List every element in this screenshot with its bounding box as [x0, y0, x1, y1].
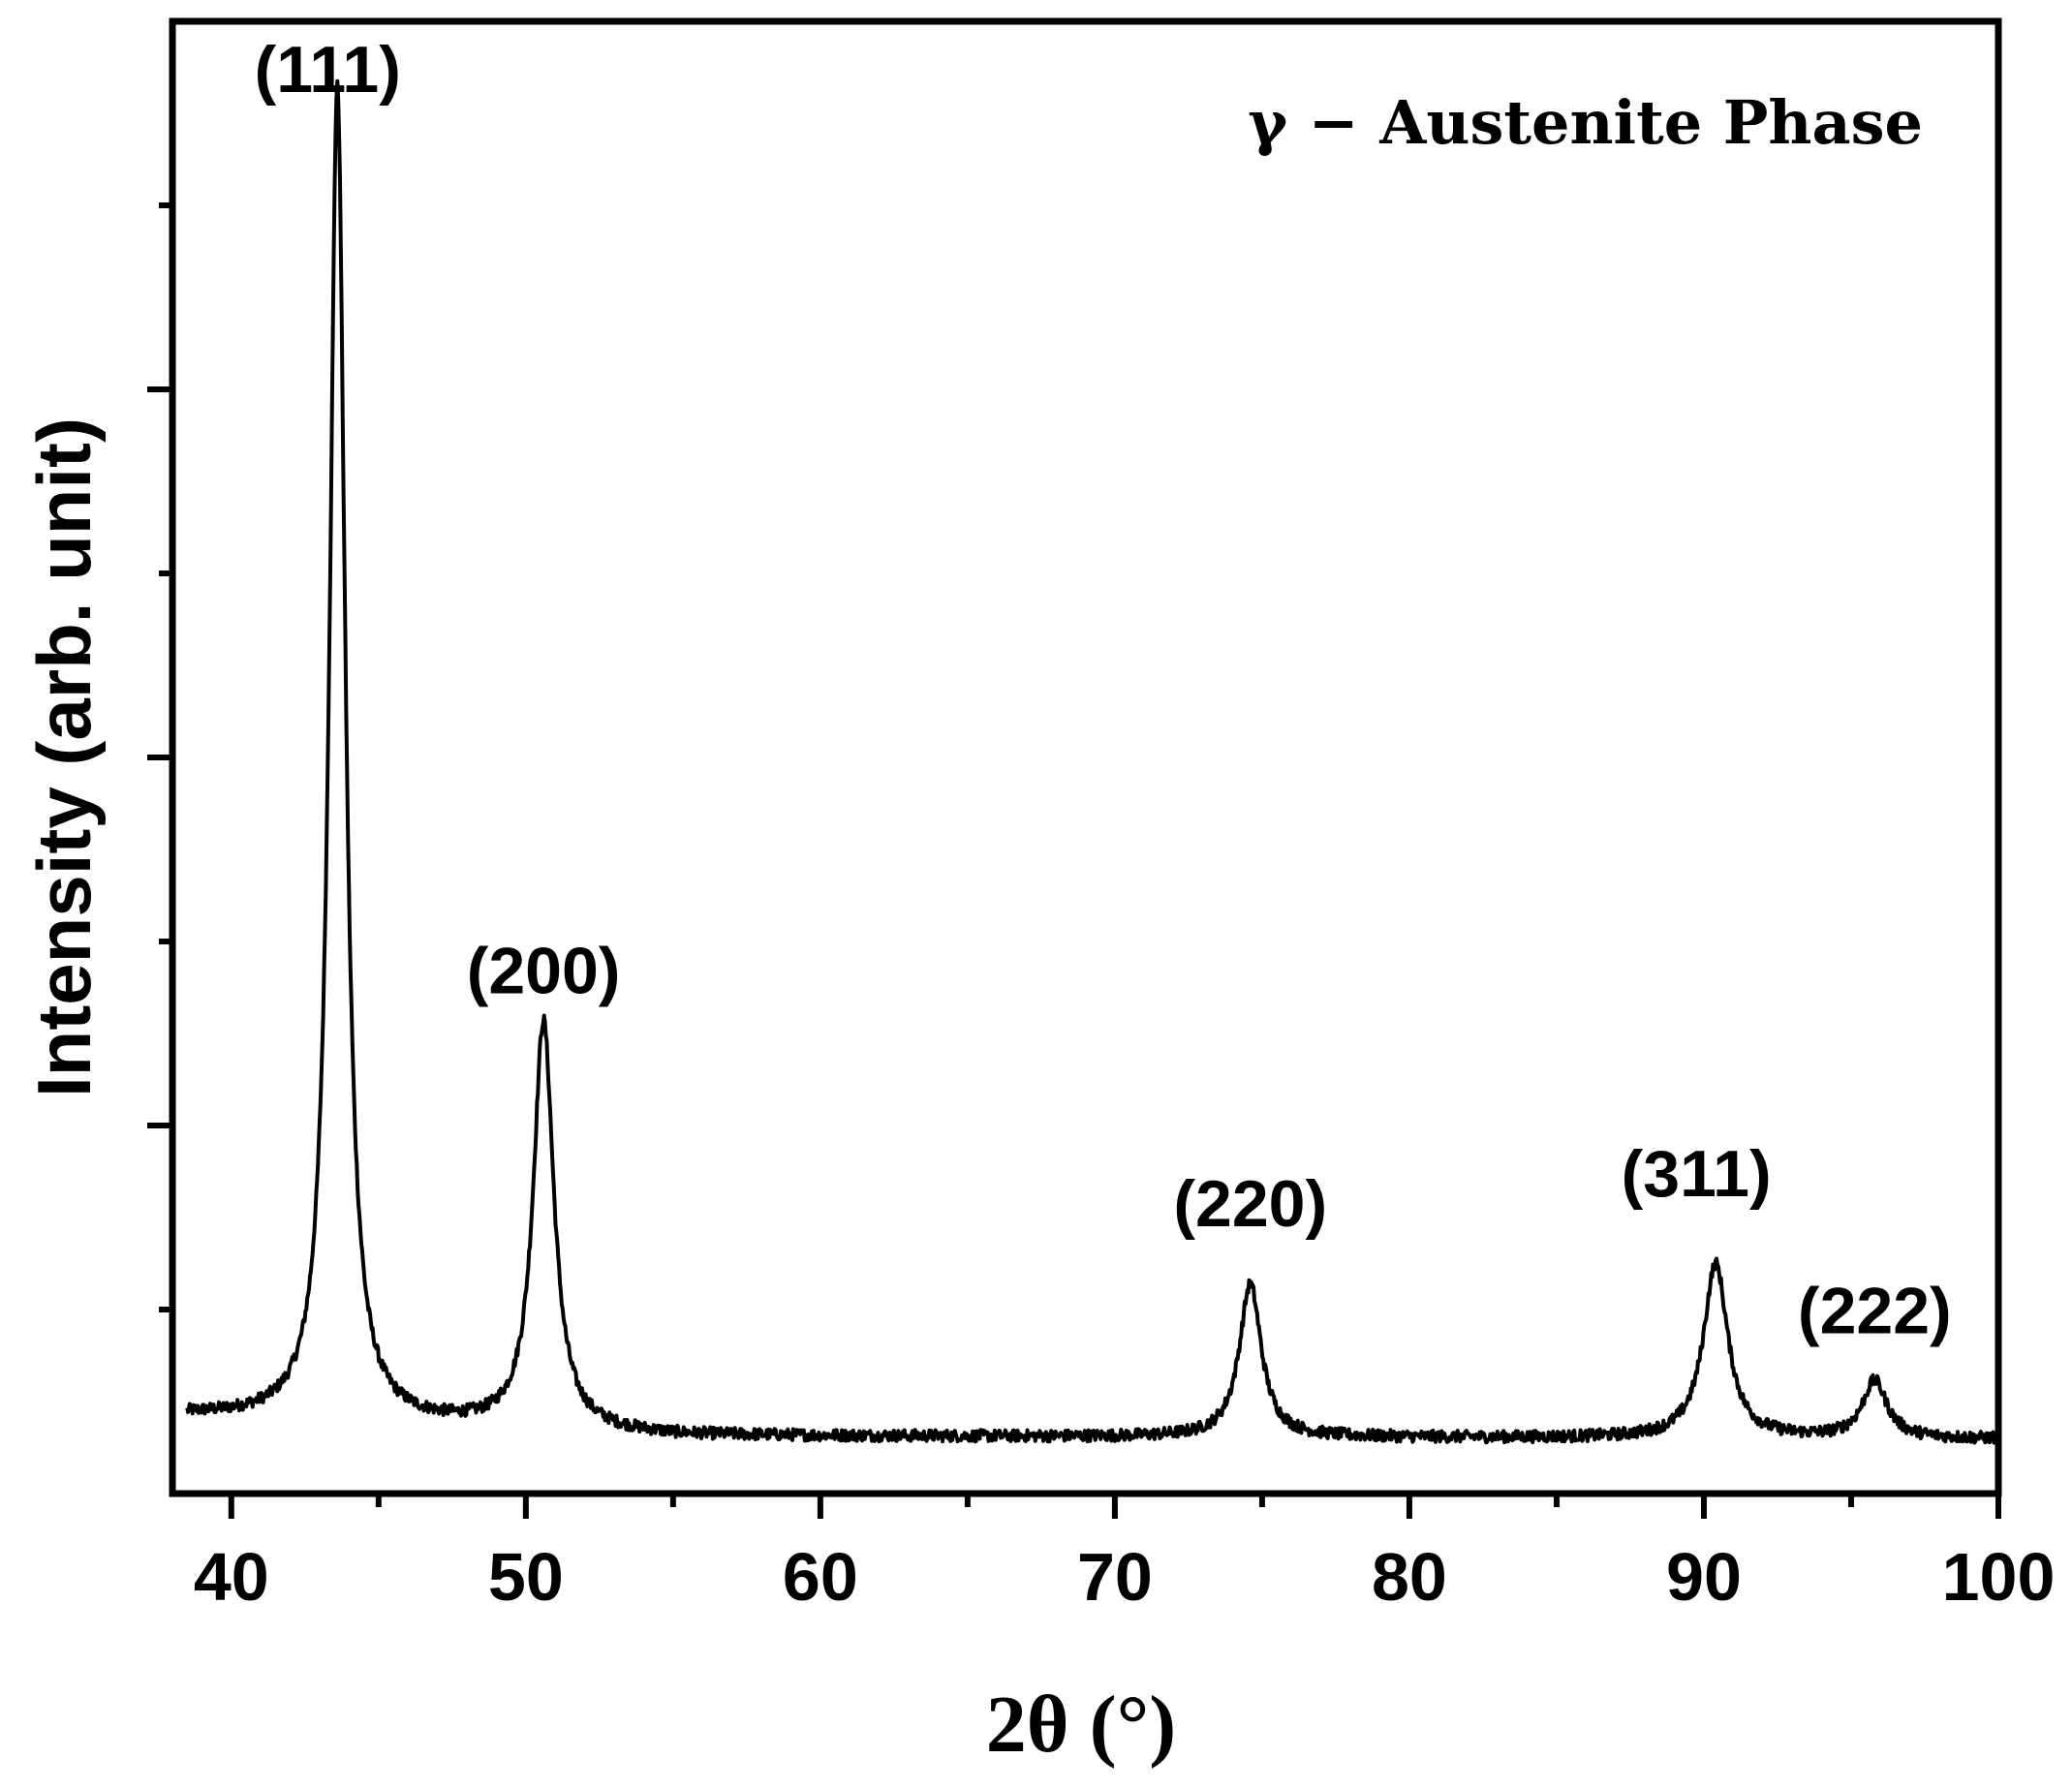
peak-label: (222) — [1798, 1274, 1952, 1347]
x-tick-label: 80 — [1372, 1539, 1447, 1615]
y-axis-ticks — [147, 202, 172, 1312]
x-axis-ticks — [228, 1494, 2001, 1519]
xrd-pattern-line — [185, 78, 2000, 1446]
peak-label: (200) — [467, 935, 621, 1008]
x-tick-label: 70 — [1077, 1539, 1153, 1615]
plot-frame — [169, 17, 2002, 1497]
y-axis-title: Intensity (arb. unit) — [21, 417, 107, 1097]
x-axis-title: 2θ (°) — [986, 1680, 1176, 1770]
plot-area — [169, 17, 2002, 1497]
x-tick-label: 90 — [1666, 1539, 1742, 1615]
x-axis-tick-labels: 40 50 60 70 80 90 100 — [194, 1539, 2056, 1615]
peak-labels: (111) (200) (220) (311) (222) — [255, 33, 1952, 1347]
peak-label: (111) — [255, 33, 401, 107]
peak-label: (220) — [1173, 1167, 1327, 1241]
x-tick-label: 40 — [194, 1539, 269, 1615]
x-tick-label: 100 — [1942, 1539, 2056, 1615]
peak-label: (311) — [1622, 1137, 1772, 1211]
x-tick-label: 50 — [488, 1539, 564, 1615]
x-tick-label: 60 — [783, 1539, 858, 1615]
phase-annotation: γ − Austenite Phase — [1248, 87, 1923, 158]
